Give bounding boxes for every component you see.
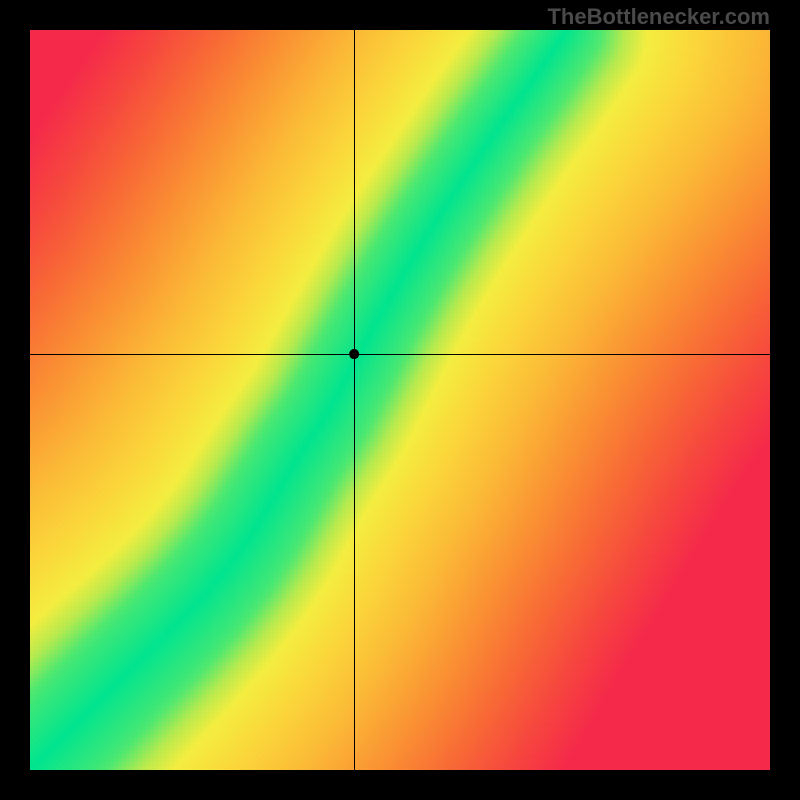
watermark-text: TheBottlenecker.com — [547, 4, 770, 30]
crosshair-overlay — [30, 30, 770, 770]
